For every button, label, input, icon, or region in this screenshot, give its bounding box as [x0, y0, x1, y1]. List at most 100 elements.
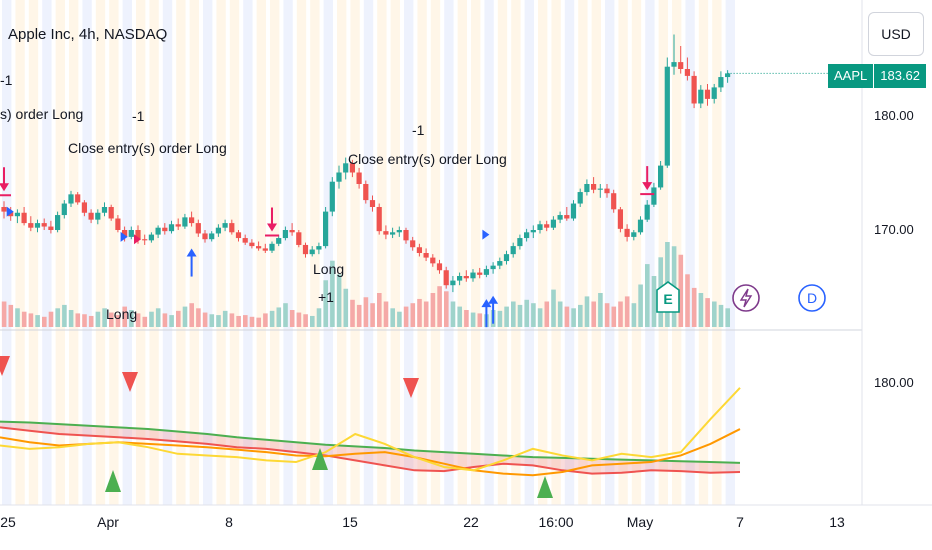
volume-bar: [624, 296, 630, 327]
volume-bar: [698, 293, 704, 327]
buy-arrow-head: [481, 299, 492, 308]
candle: [390, 227, 396, 239]
session-band: [471, 0, 481, 505]
candle: [101, 202, 108, 217]
candle-body: [309, 249, 315, 255]
volume-bar: [444, 291, 449, 327]
volume-bar: [162, 313, 168, 327]
candle: [584, 179, 590, 196]
candle: [88, 209, 94, 224]
buy-arrow-head: [186, 248, 197, 257]
time-axis-label: 8: [225, 514, 233, 530]
signal-quantity-label: +1: [318, 289, 334, 305]
session-band: [564, 0, 575, 505]
volume-bar: [15, 308, 20, 327]
candle: [256, 241, 262, 251]
candle: [215, 224, 221, 237]
earnings-icon: E: [656, 281, 680, 313]
volume-bar: [557, 301, 563, 327]
volume-bar: [276, 307, 282, 327]
candle: [323, 207, 329, 249]
volume-series: [1, 242, 730, 327]
candle-series: [1, 34, 731, 293]
time-axis-label: Apr: [97, 514, 119, 530]
volume-bar: [470, 312, 476, 327]
session-band: [578, 0, 588, 505]
session-band: [189, 0, 199, 505]
candle-body: [570, 203, 577, 219]
candle: [624, 224, 630, 242]
indicator-line: [0, 426, 741, 475]
candle: [336, 165, 342, 189]
session-band: [256, 0, 266, 505]
signal-quantity-label: -1: [132, 108, 145, 124]
currency-selector[interactable]: USD: [868, 12, 924, 56]
session-band: [203, 0, 213, 505]
candle-body: [544, 224, 550, 228]
indicator-line: [0, 420, 741, 464]
signal-quantity-label: -1: [0, 72, 13, 88]
candle: [168, 220, 175, 234]
candle-body: [383, 231, 389, 235]
time-axis-label: May: [626, 514, 654, 530]
candle-body: [403, 230, 409, 241]
volume-bar: [310, 315, 315, 327]
buy-arrow: [488, 295, 499, 324]
session-band: [109, 0, 119, 505]
candle-body: [316, 246, 322, 250]
volume-bar: [289, 310, 295, 327]
session-band: [511, 0, 521, 505]
candle: [704, 83, 711, 106]
candle: [282, 226, 288, 241]
volume-bar: [712, 301, 717, 327]
candle: [570, 200, 577, 221]
candle-body: [684, 69, 690, 76]
indicator-sell-triangle: [122, 372, 138, 392]
candle: [443, 266, 449, 289]
candle: [436, 259, 443, 274]
volume-bar: [222, 310, 228, 327]
candle-body: [510, 246, 516, 255]
candle-body: [108, 207, 114, 219]
candle-body: [249, 242, 255, 247]
volume-bar: [377, 293, 382, 327]
volume-bar: [531, 303, 536, 327]
candle: [182, 213, 188, 229]
candle-body: [175, 224, 181, 227]
candle: [597, 184, 603, 198]
candle: [457, 272, 463, 286]
buy-arrow: [186, 248, 197, 277]
candle: [162, 223, 168, 235]
candle-body: [704, 89, 711, 99]
volume-bar: [42, 316, 47, 327]
volume-bar: [149, 311, 154, 327]
close-order-label: Close entry(s) order Long: [68, 140, 227, 156]
candle: [108, 204, 114, 221]
volume-bar: [477, 313, 483, 327]
time-axis-label: 15: [342, 514, 358, 530]
last-price-label: 183.62: [874, 64, 927, 88]
candle-body: [329, 181, 335, 212]
candle-body: [323, 211, 329, 247]
session-band: [430, 0, 441, 505]
candle-body: [349, 163, 355, 173]
candle: [423, 248, 429, 262]
candle-body: [336, 172, 342, 182]
candle-body: [41, 223, 47, 227]
volume-bar: [464, 310, 469, 327]
candle-body: [624, 228, 630, 237]
dividend-icon: D: [798, 284, 826, 312]
session-band: [69, 0, 79, 505]
candle-body: [617, 209, 623, 229]
candle: [617, 207, 623, 233]
candle: [296, 230, 302, 248]
candle-body: [122, 230, 128, 237]
candle: [309, 246, 315, 257]
candle: [684, 57, 690, 81]
session-band: [698, 0, 709, 505]
candle-body: [457, 276, 463, 281]
candle: [403, 227, 409, 244]
symbol-label: AAPL: [828, 64, 874, 88]
volume-bar: [323, 280, 328, 327]
